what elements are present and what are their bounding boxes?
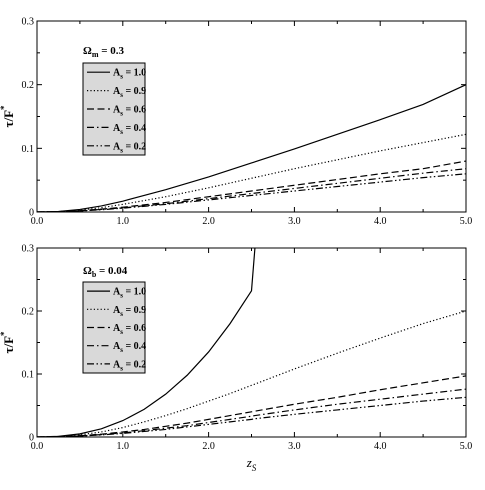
x-tick-label: 2.0: [202, 216, 215, 227]
x-axis-label: zS: [246, 455, 257, 473]
legend-label: As = 0.6: [113, 105, 146, 118]
x-tick-label: 0.0: [31, 216, 44, 227]
y-tick-label: 0.1: [22, 370, 35, 381]
legend-label: As = 0.4: [113, 123, 146, 136]
y-tick-label: 0: [29, 208, 34, 219]
y-axis-label: τ/F*: [0, 105, 16, 128]
y-axis-label: τ/F*: [0, 331, 16, 354]
x-tick-label: 5.0: [460, 441, 473, 452]
x-tick-label: 5.0: [460, 216, 473, 227]
panel-annotation: Ωm = 0.3: [83, 45, 125, 59]
series-line-dashdot: [37, 388, 466, 437]
legend-label: As = 0.2: [113, 359, 146, 372]
legend-label: As = 0.4: [113, 341, 146, 354]
series-line-dotted: [37, 133, 466, 212]
series-group: [37, 84, 466, 212]
y-tick-label: 0.3: [22, 17, 35, 28]
legend-label: As = 1.0: [113, 68, 146, 81]
x-tick-label: 2.0: [202, 441, 215, 452]
legend-label: As = 0.2: [113, 141, 146, 154]
x-tick-label: 4.0: [374, 216, 387, 227]
legend-label: As = 0.6: [113, 323, 146, 336]
chart-panel-bottom: 0.0 1.0 2.0 3.0 4.0 5.0 0 0.1 0.2 0.3 τ/F* zS Ωb = 0…: [0, 244, 472, 474]
legend-label: As = 0.9: [113, 86, 146, 99]
y-tick-label: 0.3: [22, 244, 35, 255]
y-tick-label: 0.2: [22, 80, 35, 91]
series-line-dashdotdot: [37, 173, 466, 212]
x-tick-label: 0.0: [31, 441, 44, 452]
legend-label: As = 0.9: [113, 305, 146, 318]
legend-label: As = 1.0: [113, 287, 146, 300]
series-line-dashed: [37, 160, 466, 212]
x-tick-label: 1.0: [117, 441, 130, 452]
series-group: [37, 248, 466, 437]
series-line-dashed: [37, 375, 466, 437]
y-tick-label: 0.1: [22, 144, 35, 155]
y-tick-label: 0.2: [22, 307, 35, 318]
series-line-dashdotdot: [37, 396, 466, 437]
panel-annotation: Ωb = 0.04: [83, 265, 128, 279]
x-tick-label: 1.0: [117, 216, 130, 227]
series-line-solid: [37, 248, 256, 437]
chart-panel-top: 0.0 1.0 2.0 3.0 4.0 5.0 0 0.1 0.2 0.3 τ/F* Ωm = 0.3…: [0, 17, 472, 228]
x-tick-label: 4.0: [374, 441, 387, 452]
series-line-solid: [37, 84, 466, 212]
y-tick-label: 0: [29, 433, 34, 444]
x-tick-label: 3.0: [288, 216, 301, 227]
x-tick-label: 3.0: [288, 441, 301, 452]
